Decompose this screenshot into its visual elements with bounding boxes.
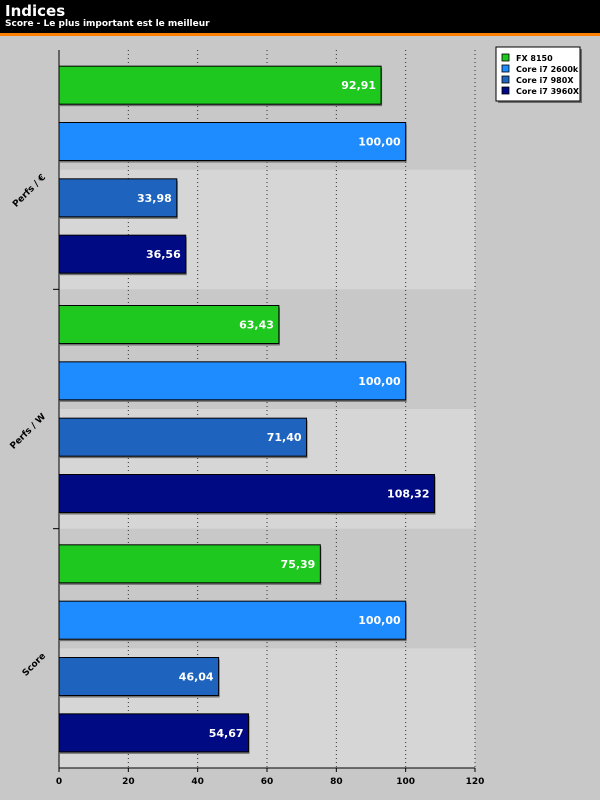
x-tick-label: 40 [191, 777, 204, 787]
bar-value-label: 71,40 [267, 431, 302, 444]
legend-box [495, 46, 581, 102]
bar-value-label: 100,00 [358, 614, 401, 627]
bar-value-label: 100,00 [358, 375, 401, 388]
x-tick-label: 0 [56, 777, 62, 787]
legend: FX 8150 Core i7 2600k Core i7 980X Core i7 … [495, 46, 582, 103]
chart-subtitle: Score - Le plus important est le meilleu… [5, 19, 210, 29]
chart-header: Indices Score - Le plus important est le… [0, 0, 600, 33]
bar [58, 305, 280, 344]
bar-value-label: 75,39 [281, 558, 316, 571]
bar [58, 361, 407, 401]
legend-label: FX 8150 [516, 54, 553, 63]
bar-value-label: 54,67 [209, 727, 244, 740]
bar-value-label: 46,04 [179, 671, 214, 684]
header-accent-bar [0, 33, 600, 36]
legend-swatch [501, 64, 510, 73]
bar-value-label: 63,43 [239, 319, 274, 332]
bars: 92,91 100,00 33,98 36,56 63,43 100,00 71,40 108… [58, 65, 436, 754]
legend-label: Core i7 3960X [516, 87, 580, 96]
legend-swatch [501, 53, 510, 62]
legend-label: Core i7 980X [516, 76, 574, 85]
bar [58, 234, 187, 274]
bar [58, 122, 407, 161]
legend-swatch [501, 86, 510, 95]
bar [58, 657, 220, 696]
bar-value-label: 92,91 [341, 79, 376, 92]
bar [58, 65, 382, 105]
bar-value-label: 33,98 [137, 192, 172, 205]
chart-title: Indices [5, 2, 66, 20]
bar [58, 474, 436, 513]
x-tick-label: 20 [122, 777, 135, 787]
x-tick-label: 100 [396, 777, 415, 787]
bar-value-label: 36,56 [146, 248, 181, 261]
bar [58, 600, 407, 640]
legend-label: Core i7 2600k [516, 65, 579, 74]
x-tick-label: 120 [466, 777, 485, 787]
bar-value-label: 100,00 [358, 136, 401, 149]
bar [58, 713, 250, 753]
x-tick-label: 80 [330, 777, 343, 787]
legend-swatch [501, 75, 510, 84]
bar [58, 544, 321, 584]
x-tick-label: 60 [261, 777, 274, 787]
bar-value-label: 108,32 [387, 488, 429, 501]
bar-chart: 92,91 100,00 33,98 36,56 63,43 100,00 71,40 108… [0, 36, 600, 800]
